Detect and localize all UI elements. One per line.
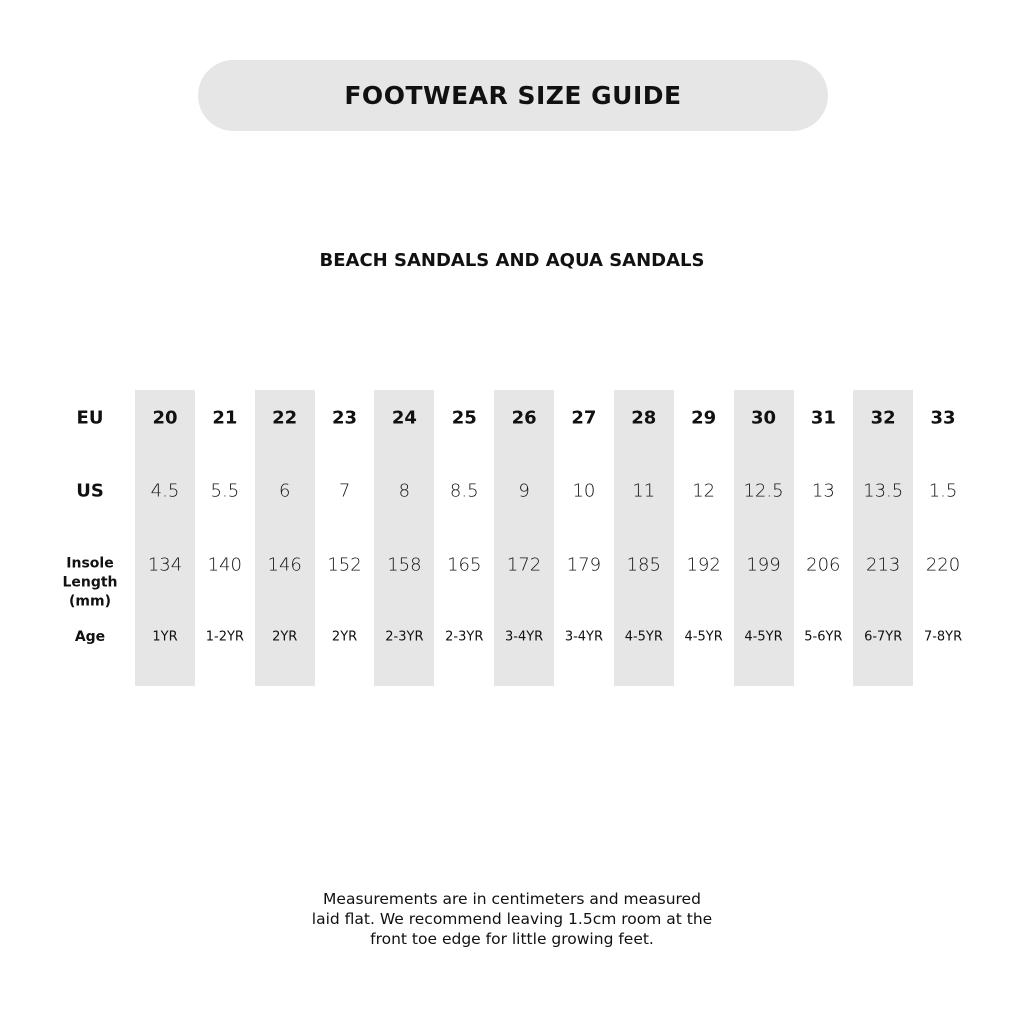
cell-age: 1-2YR	[205, 629, 244, 645]
cell-age: 2-3YR	[445, 629, 484, 645]
row-label-insole: Insole Length (mm)	[54, 555, 126, 612]
cell-us: 13	[811, 480, 835, 502]
cell-age: 4-5YR	[684, 629, 723, 645]
cell-age: 4-5YR	[624, 629, 663, 645]
footer-line: Measurements are in centimeters and meas…	[323, 890, 701, 908]
cell-eu: 33	[930, 407, 956, 429]
cell-insole-mm: 213	[866, 554, 901, 576]
cell-age: 6-7YR	[864, 629, 903, 645]
cell-us: 12	[692, 480, 716, 502]
cell-insole-mm: 158	[387, 554, 422, 576]
cell-eu: 25	[451, 407, 477, 429]
cell-insole-mm: 152	[327, 554, 362, 576]
cell-eu: 31	[810, 407, 836, 429]
cell-us: 8.5	[449, 480, 479, 502]
cell-age: 5-6YR	[804, 629, 843, 645]
footer-note: Measurements are in centimeters and meas…	[0, 889, 1024, 949]
cell-eu: 28	[631, 407, 657, 429]
cell-insole-mm: 185	[626, 554, 661, 576]
cell-eu: 21	[212, 407, 238, 429]
cell-insole-mm: 134	[147, 554, 183, 576]
cell-insole-mm: 199	[746, 554, 781, 576]
cell-age: 1YR	[152, 629, 178, 645]
cell-us: 7	[338, 480, 351, 502]
cell-us: 10	[572, 480, 596, 502]
cell-eu: 22	[272, 407, 298, 429]
cell-age: 4-5YR	[744, 629, 783, 645]
row-label-eu: EU	[76, 407, 104, 429]
row-label-age: Age	[74, 629, 106, 645]
footer-line: front toe edge for little growing feet.	[370, 930, 654, 948]
footer-line: laid flat. We recommend leaving 1.5cm ro…	[311, 910, 713, 928]
cell-age: 7-8YR	[923, 629, 963, 645]
cell-us: 1.5	[928, 480, 958, 502]
cell-age: 2-3YR	[385, 629, 424, 645]
title-banner: FOOTWEAR SIZE GUIDE	[198, 60, 828, 131]
cell-age: 3-4YR	[504, 629, 544, 645]
cell-age: 2YR	[272, 629, 298, 645]
cell-us: 13.5	[863, 480, 904, 502]
cell-eu: 27	[571, 407, 597, 429]
cell-us: 11	[632, 480, 656, 502]
page-title: FOOTWEAR SIZE GUIDE	[344, 81, 682, 110]
column-shade	[135, 390, 195, 686]
row-label-insole-line: Insole	[66, 555, 114, 572]
row-label-insole-line: Length	[62, 574, 118, 591]
cell-eu: 20	[152, 407, 178, 429]
section-title: BEACH SANDALS AND AQUA SANDALS	[319, 250, 705, 271]
cell-insole-mm: 220	[925, 554, 961, 576]
row-label-us: US	[76, 480, 104, 502]
cell-insole-mm: 140	[207, 554, 243, 576]
column-shade	[613, 390, 674, 686]
cell-eu: 29	[691, 407, 717, 429]
cell-eu: 23	[332, 407, 358, 429]
cell-insole-mm: 165	[447, 554, 482, 576]
cell-age: 2YR	[331, 629, 358, 645]
cell-insole-mm: 172	[506, 554, 542, 576]
cell-eu: 24	[391, 407, 417, 429]
cell-us: 5.5	[210, 480, 240, 502]
column-shade	[733, 390, 794, 686]
column-shade	[254, 390, 315, 686]
cell-eu: 32	[870, 407, 896, 429]
cell-us: 6	[278, 480, 291, 502]
cell-us: 4.5	[150, 480, 180, 502]
column-shade	[494, 390, 555, 686]
cell-eu: 30	[750, 407, 777, 429]
cell-us: 8	[398, 480, 411, 502]
cell-age: 3-4YR	[564, 629, 604, 645]
cell-eu: 26	[511, 407, 537, 429]
column-shade	[374, 390, 435, 686]
cell-insole-mm: 192	[686, 554, 721, 576]
cell-insole-mm: 206	[806, 554, 841, 576]
cell-insole-mm: 146	[267, 554, 302, 576]
column-shade	[853, 390, 914, 686]
cell-us: 9	[518, 480, 530, 502]
cell-us: 12.5	[743, 480, 784, 502]
row-label-insole-line: (mm)	[69, 593, 111, 610]
cell-insole-mm: 179	[566, 554, 602, 576]
